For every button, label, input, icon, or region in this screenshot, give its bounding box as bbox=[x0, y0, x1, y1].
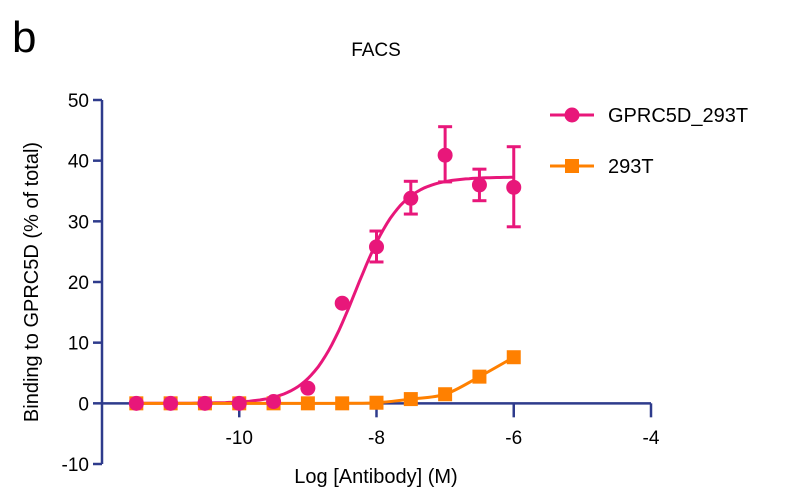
data-point-293T bbox=[506, 350, 521, 365]
legend-marker-circle bbox=[564, 107, 580, 123]
fit-curve-GPRC5D_293T bbox=[136, 175, 514, 405]
data-point-GPRC5D_293T bbox=[506, 179, 522, 195]
data-point-GPRC5D_293T bbox=[403, 190, 419, 206]
data-point-GPRC5D_293T bbox=[334, 295, 350, 311]
data-point-GPRC5D_293T bbox=[163, 395, 179, 411]
data-point-293T bbox=[472, 369, 487, 384]
data-point-GPRC5D_293T bbox=[231, 395, 247, 411]
data-point-GPRC5D_293T bbox=[300, 380, 316, 396]
x-tick-label: -6 bbox=[505, 428, 522, 449]
y-tick-label: 40 bbox=[68, 152, 89, 173]
y-tick-label: 0 bbox=[78, 394, 89, 415]
line-293T bbox=[136, 355, 515, 405]
data-point-GPRC5D_293T bbox=[197, 395, 213, 411]
x-tick-label: -10 bbox=[226, 428, 253, 449]
legend-label: 293T bbox=[608, 156, 654, 178]
x-axis-label: Log [Antibody] (M) bbox=[294, 466, 457, 488]
legend-marker-square bbox=[565, 159, 579, 173]
y-tick-label: -10 bbox=[62, 455, 89, 476]
x-tick-label: -4 bbox=[643, 428, 660, 449]
data-point-293T bbox=[369, 395, 384, 410]
data-point-GPRC5D_293T bbox=[437, 147, 453, 163]
y-tick-label: 20 bbox=[68, 273, 89, 294]
y-axis-label: Binding to GPRC5D (% of total) bbox=[21, 142, 43, 422]
y-tick-label: 10 bbox=[68, 334, 89, 355]
data-point-GPRC5D_293T bbox=[266, 394, 282, 410]
chart-title: FACS bbox=[351, 40, 401, 61]
data-point-GPRC5D_293T bbox=[369, 239, 384, 255]
data-point-293T bbox=[335, 396, 350, 411]
data-point-293T bbox=[300, 396, 315, 411]
y-tick-label: 30 bbox=[68, 212, 89, 233]
data-point-GPRC5D_293T bbox=[471, 177, 487, 193]
legend-label: GPRC5D_293T bbox=[608, 105, 748, 127]
panel-label: b bbox=[12, 13, 36, 62]
data-point-293T bbox=[438, 387, 453, 402]
data-point-GPRC5D_293T bbox=[128, 395, 144, 411]
y-tick-label: 50 bbox=[68, 91, 89, 112]
x-tick-label: -8 bbox=[368, 428, 385, 449]
data-point-293T bbox=[403, 392, 418, 407]
